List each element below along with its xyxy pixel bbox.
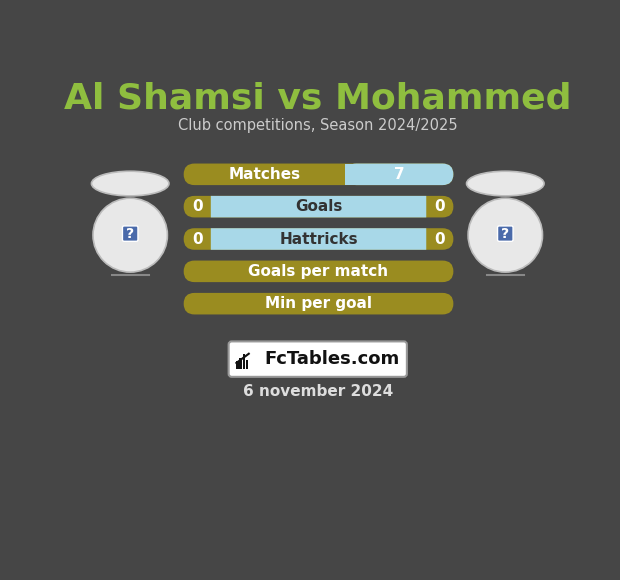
Text: FcTables.com: FcTables.com: [264, 350, 399, 368]
Text: 0: 0: [192, 231, 203, 246]
Text: Matches: Matches: [229, 167, 301, 182]
Text: ?: ?: [501, 227, 510, 241]
Text: Min per goal: Min per goal: [265, 296, 372, 311]
Text: Goals per match: Goals per match: [249, 264, 389, 279]
Text: 7: 7: [394, 167, 405, 182]
Text: 0: 0: [435, 231, 445, 246]
Text: 0: 0: [192, 199, 203, 214]
FancyBboxPatch shape: [229, 342, 407, 377]
Ellipse shape: [467, 171, 544, 196]
FancyBboxPatch shape: [184, 293, 453, 314]
Text: Al Shamsi vs Mohammed: Al Shamsi vs Mohammed: [64, 82, 572, 116]
Bar: [345, 164, 356, 185]
Circle shape: [93, 198, 167, 272]
Bar: [236, 361, 239, 369]
Text: Club competitions, Season 2024/2025: Club competitions, Season 2024/2025: [178, 118, 458, 133]
Text: 6 november 2024: 6 november 2024: [242, 384, 393, 399]
FancyBboxPatch shape: [184, 228, 453, 250]
FancyBboxPatch shape: [123, 226, 138, 241]
Text: Goals: Goals: [295, 199, 342, 214]
FancyBboxPatch shape: [184, 164, 453, 185]
FancyBboxPatch shape: [184, 260, 453, 282]
Text: Hattricks: Hattricks: [279, 231, 358, 246]
Circle shape: [468, 198, 542, 272]
FancyBboxPatch shape: [345, 164, 453, 185]
Text: 0: 0: [435, 199, 445, 214]
FancyBboxPatch shape: [184, 196, 453, 218]
FancyBboxPatch shape: [497, 226, 513, 241]
Bar: [242, 354, 245, 369]
Bar: [246, 360, 248, 369]
FancyBboxPatch shape: [211, 228, 427, 250]
FancyBboxPatch shape: [211, 196, 427, 218]
Ellipse shape: [92, 171, 169, 196]
Bar: [239, 358, 242, 369]
Text: ?: ?: [126, 227, 135, 241]
